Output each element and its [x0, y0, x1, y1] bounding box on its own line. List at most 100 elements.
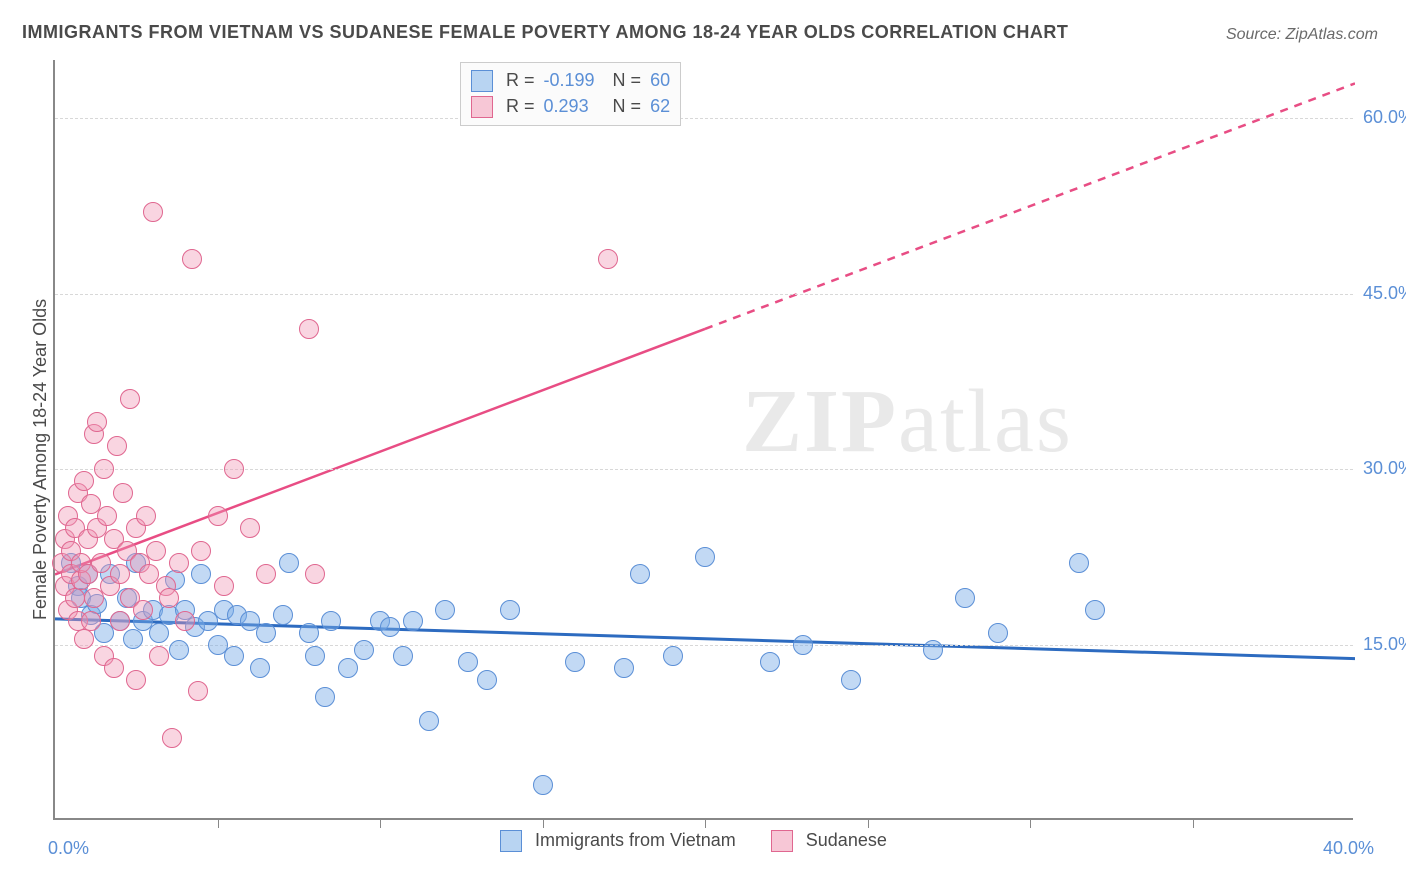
data-point — [256, 623, 276, 643]
data-point — [224, 459, 244, 479]
data-point — [175, 611, 195, 631]
data-point — [695, 547, 715, 567]
data-point — [305, 564, 325, 584]
data-point — [110, 611, 130, 631]
legend-row-series-1: R = -0.199 N = 60 — [471, 67, 670, 93]
data-point — [256, 564, 276, 584]
data-point — [315, 687, 335, 707]
data-point — [614, 658, 634, 678]
data-point — [169, 640, 189, 660]
data-point — [279, 553, 299, 573]
gridline — [55, 294, 1353, 295]
data-point — [533, 775, 553, 795]
gridline — [55, 469, 1353, 470]
data-point — [110, 564, 130, 584]
x-tick — [1193, 818, 1194, 828]
data-point — [113, 483, 133, 503]
watermark: ZIPatlas — [742, 370, 1073, 473]
series-legend: Immigrants from Vietnam Sudanese — [500, 830, 917, 852]
data-point — [988, 623, 1008, 643]
data-point — [419, 711, 439, 731]
data-point — [123, 629, 143, 649]
data-point — [305, 646, 325, 666]
data-point — [214, 576, 234, 596]
data-point — [299, 319, 319, 339]
gridline — [55, 118, 1353, 119]
data-point — [793, 635, 813, 655]
n-label: N = — [613, 96, 647, 116]
data-point — [81, 611, 101, 631]
data-point — [435, 600, 455, 620]
data-point — [630, 564, 650, 584]
trendline-layer — [55, 60, 1355, 820]
chart-title: IMMIGRANTS FROM VIETNAM VS SUDANESE FEMA… — [22, 22, 1068, 43]
data-point — [104, 658, 124, 678]
data-point — [458, 652, 478, 672]
r-label: R = — [506, 96, 540, 116]
data-point — [240, 518, 260, 538]
data-point — [923, 640, 943, 660]
legend-item-1: Immigrants from Vietnam — [500, 830, 736, 852]
swatch-series-2 — [771, 830, 793, 852]
source-label: Source: ZipAtlas.com — [1226, 26, 1378, 44]
data-point — [598, 249, 618, 269]
data-point — [393, 646, 413, 666]
data-point — [321, 611, 341, 631]
data-point — [273, 605, 293, 625]
data-point — [169, 553, 189, 573]
data-point — [760, 652, 780, 672]
data-point — [107, 436, 127, 456]
data-point — [380, 617, 400, 637]
data-point — [841, 670, 861, 690]
data-point — [565, 652, 585, 672]
y-tick-label: 60.0% — [1363, 107, 1406, 128]
y-axis-label: Female Poverty Among 18-24 Year Olds — [30, 299, 51, 620]
series-1-name: Immigrants from Vietnam — [535, 830, 736, 850]
x-tick — [218, 818, 219, 828]
n-value-2: 62 — [650, 93, 670, 119]
swatch-series-1 — [471, 70, 493, 92]
n-value-1: 60 — [650, 67, 670, 93]
data-point — [97, 506, 117, 526]
data-point — [87, 412, 107, 432]
data-point — [65, 588, 85, 608]
y-tick-label: 15.0% — [1363, 634, 1406, 655]
x-axis-min-label: 0.0% — [48, 838, 89, 859]
x-axis-max-label: 40.0% — [1323, 838, 1374, 859]
data-point — [208, 506, 228, 526]
x-tick — [380, 818, 381, 828]
data-point — [191, 541, 211, 561]
data-point — [403, 611, 423, 631]
data-point — [136, 506, 156, 526]
x-tick — [705, 818, 706, 828]
data-point — [120, 389, 140, 409]
data-point — [354, 640, 374, 660]
scatter-plot: ZIPatlas — [53, 60, 1353, 820]
x-tick — [543, 818, 544, 828]
x-tick — [1030, 818, 1031, 828]
gridline — [55, 645, 1353, 646]
r-label: R = — [506, 70, 540, 90]
data-point — [663, 646, 683, 666]
y-tick-label: 45.0% — [1363, 283, 1406, 304]
data-point — [500, 600, 520, 620]
r-value-1: -0.199 — [544, 67, 608, 93]
data-point — [299, 623, 319, 643]
data-point — [162, 728, 182, 748]
x-tick — [868, 818, 869, 828]
n-label: N = — [613, 70, 647, 90]
data-point — [143, 202, 163, 222]
data-point — [955, 588, 975, 608]
data-point — [250, 658, 270, 678]
data-point — [191, 564, 211, 584]
r-value-2: 0.293 — [544, 93, 608, 119]
legend-item-2: Sudanese — [771, 830, 887, 852]
data-point — [146, 541, 166, 561]
data-point — [1085, 600, 1105, 620]
data-point — [91, 553, 111, 573]
data-point — [338, 658, 358, 678]
data-point — [182, 249, 202, 269]
legend-row-series-2: R = 0.293 N = 62 — [471, 93, 670, 119]
data-point — [188, 681, 208, 701]
data-point — [477, 670, 497, 690]
